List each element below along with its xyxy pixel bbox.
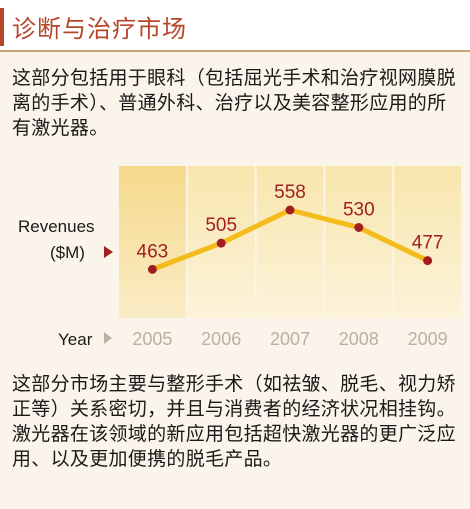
- revenue-line-chart: Revenues ($M) Year 2005 2006 2007 2008 2009 …: [18, 166, 461, 349]
- year-band-2005: [119, 166, 186, 318]
- x-axis-arrow-icon: [104, 332, 112, 344]
- data-point-2007: [285, 205, 295, 215]
- section-header: 诊断与治疗市场: [0, 0, 470, 52]
- outro-paragraph: 这部分市场主要与整形手术（如祛皱、脱毛、视力矫正等）关系密切，并且与消费者的经济…: [12, 373, 456, 470]
- data-label-2006: 505: [205, 215, 237, 236]
- data-label-2008: 530: [343, 200, 375, 221]
- header-accent-bar: [0, 8, 4, 46]
- x-tick-label-2009: 2009: [408, 329, 448, 349]
- revenue-chart: Revenues ($M) Year 2005 2006 2007 2008 2009 …: [0, 160, 470, 355]
- data-point-2006: [216, 238, 226, 248]
- year-band-2009: [394, 166, 461, 318]
- x-tick-label-2005: 2005: [132, 329, 172, 349]
- x-tick-label-2007: 2007: [270, 329, 310, 349]
- x-axis-label: Year: [58, 330, 93, 349]
- y-axis-arrow-icon: [104, 246, 113, 258]
- data-point-2008: [354, 223, 364, 232]
- year-band-2008: [325, 166, 393, 318]
- data-point-2009: [423, 256, 433, 266]
- data-label-2009: 477: [412, 233, 444, 254]
- header-divider: [0, 50, 470, 52]
- intro-paragraph: 这部分包括用于眼科（包括屈光手术和治疗视网膜脱离的手术）、普通外科、治疗以及美容…: [12, 67, 456, 139]
- section-title: 诊断与治疗市场: [12, 15, 187, 43]
- data-label-2007: 558: [274, 182, 306, 203]
- x-tick-label-2008: 2008: [339, 329, 379, 349]
- y-axis-label-line1: Revenues: [18, 217, 95, 236]
- year-band-2007: [256, 166, 324, 318]
- x-tick-label-2006: 2006: [201, 329, 241, 349]
- data-label-2005: 463: [137, 241, 169, 262]
- data-point-2005: [147, 264, 157, 274]
- y-axis-label-line2: ($M): [50, 243, 85, 262]
